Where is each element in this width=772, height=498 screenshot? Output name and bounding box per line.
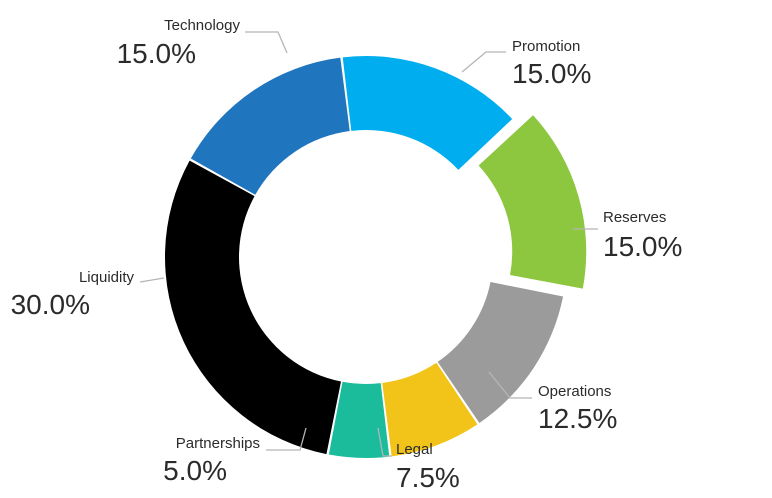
label-value-promotion: 15.0% <box>512 58 591 89</box>
slice-operations <box>437 281 564 423</box>
donut-slices <box>164 56 587 458</box>
slice-labels: Promotion 15.0% Reserves 15.0% Operations 12.… <box>11 17 683 493</box>
label-name-technology: Technology <box>164 17 240 34</box>
label-value-liquidity: 30.0% <box>11 289 90 320</box>
label-value-technology: 15.0% <box>117 38 196 69</box>
slice-legal <box>382 362 478 457</box>
label-name-reserves: Reserves <box>603 209 666 226</box>
leader-line-legal <box>377 427 392 457</box>
slice-liquidity <box>164 160 342 455</box>
slice-reserves <box>478 115 587 289</box>
label-value-reserves: 15.0% <box>603 231 682 262</box>
label-value-legal: 7.5% <box>396 462 460 493</box>
leader-line-promotion <box>461 51 506 73</box>
leader-line-operations <box>488 371 532 399</box>
leader-lines <box>139 31 598 457</box>
leader-line-technology <box>245 31 288 54</box>
label-name-promotion: Promotion <box>512 38 580 55</box>
slice-partnerships <box>328 381 390 458</box>
leader-line-liquidity <box>139 277 165 283</box>
slice-promotion <box>342 56 513 170</box>
slice-technology <box>190 57 350 195</box>
label-value-partnerships: 5.0% <box>163 455 227 486</box>
label-name-legal: Legal <box>396 441 433 458</box>
leader-line-partnerships <box>266 427 307 451</box>
label-name-partnerships: Partnerships <box>176 435 260 452</box>
label-value-operations: 12.5% <box>538 403 617 434</box>
label-name-operations: Operations <box>538 383 611 400</box>
label-name-liquidity: Liquidity <box>79 269 135 286</box>
